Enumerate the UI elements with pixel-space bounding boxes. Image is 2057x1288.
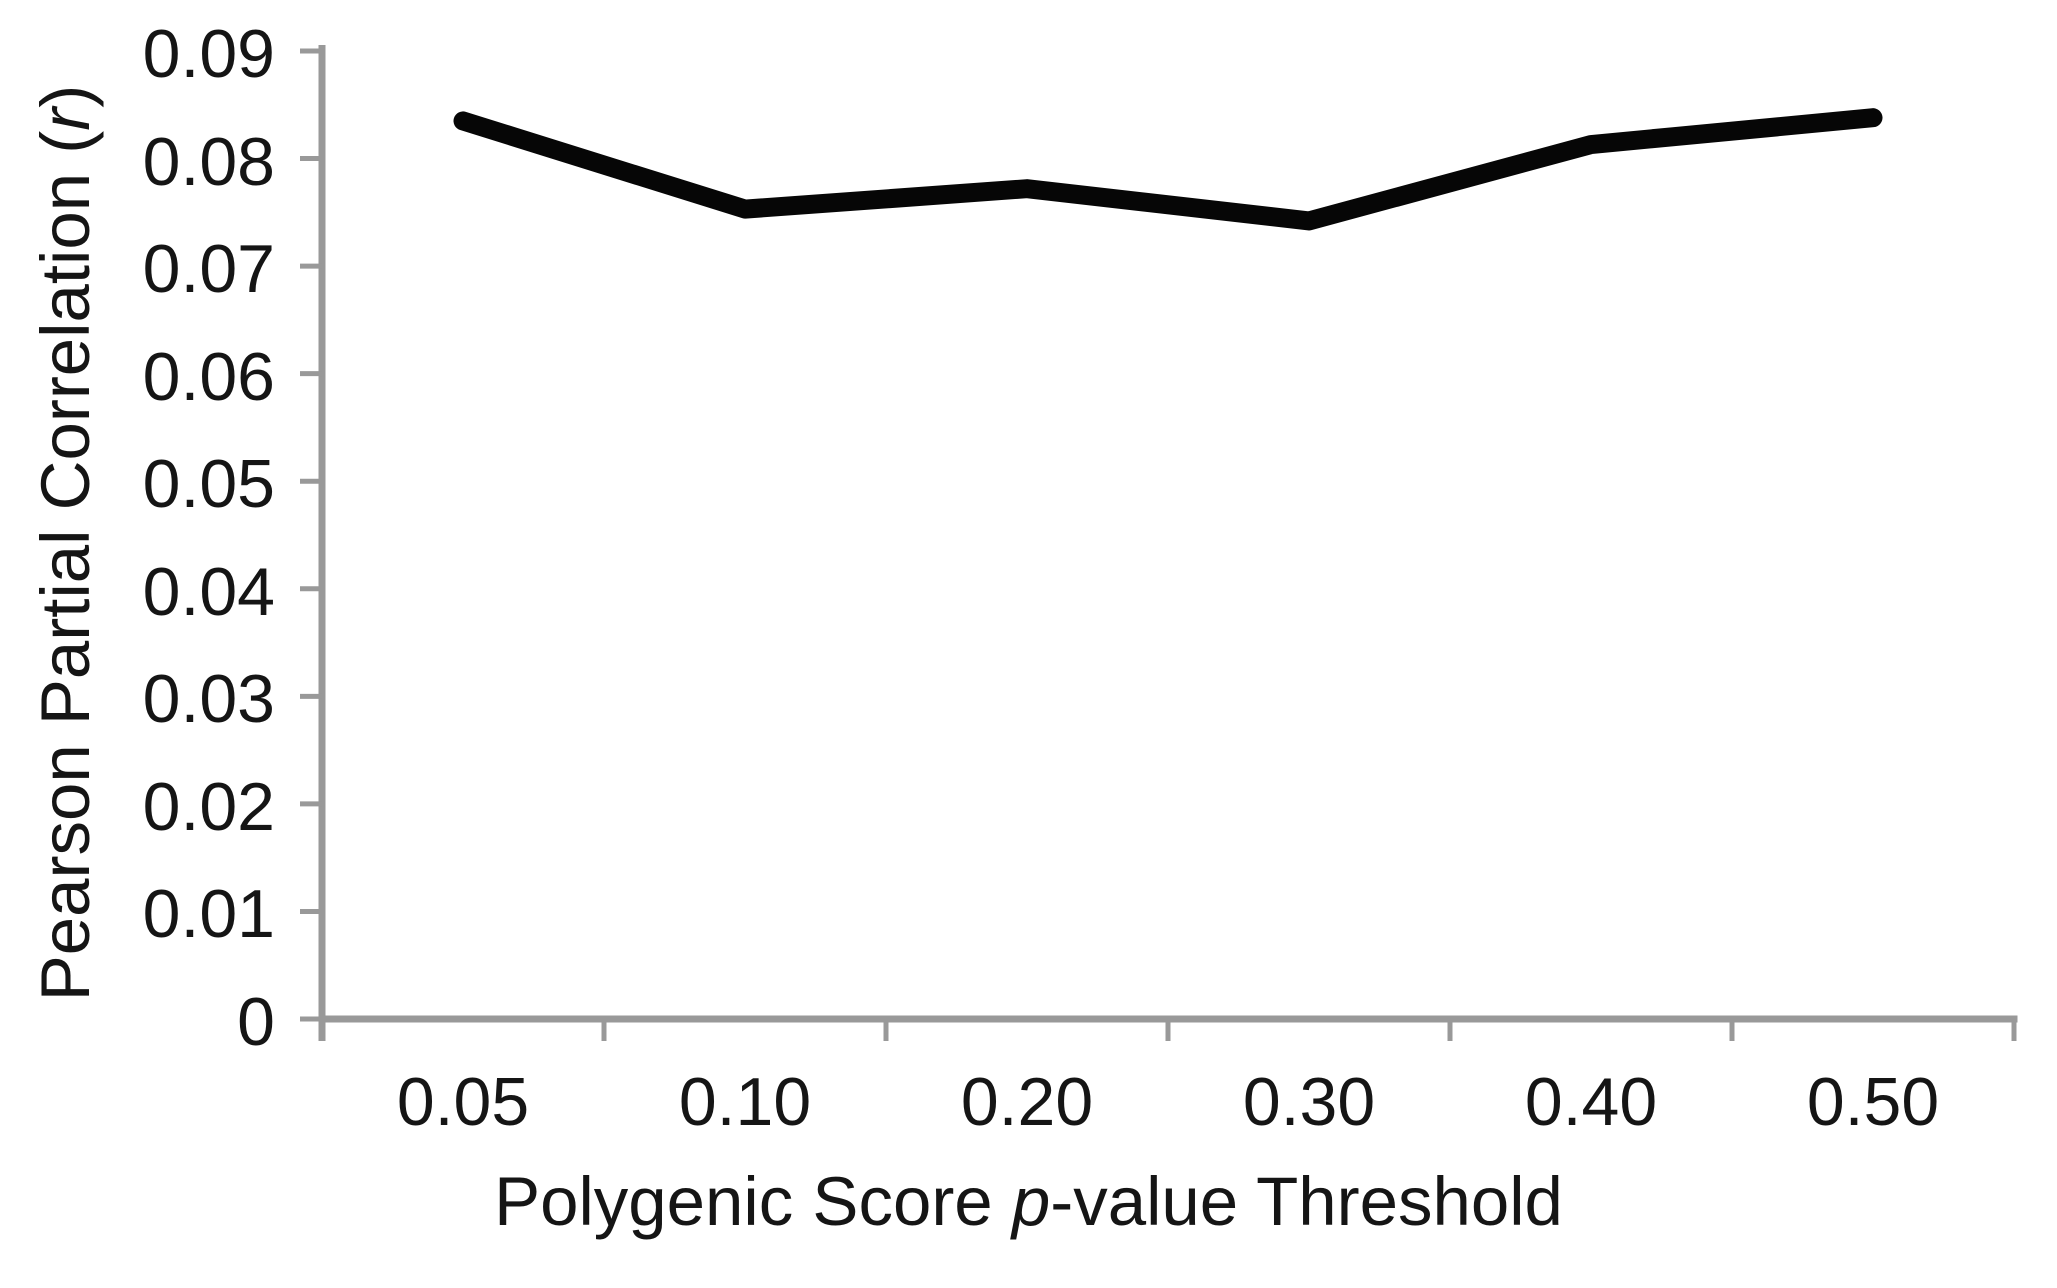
y-axis-tick-label: 0.05 (142, 446, 275, 523)
y-axis-tick-label: 0.07 (142, 231, 275, 308)
y-axis-tick-label: 0.08 (142, 123, 275, 200)
x-axis-title: Polygenic Score p-value Threshold (0, 1164, 2057, 1240)
y-axis-tick-label: 0.09 (142, 16, 275, 92)
x-axis-tick-label: 0.10 (678, 1064, 812, 1140)
y-axis-tick-label: 0.06 (142, 338, 275, 415)
y-axis-title-italic-r: r (27, 107, 104, 131)
x-axis-tick-label: 0.05 (396, 1064, 530, 1140)
x-axis-tick-label: 0.20 (960, 1064, 1094, 1140)
data-line-series (453, 108, 1883, 231)
y-axis-tick-label: 0.03 (142, 661, 275, 738)
y-axis-tick-label: 0 (237, 984, 275, 1060)
y-axis-title-suffix: ) (27, 84, 104, 108)
x-axis-title-suffix: -value Threshold (1050, 1163, 1563, 1240)
y-axis-title-text: Pearson Partial Correlation ( (27, 130, 104, 1002)
x-axis-title-text: Polygenic Score (494, 1163, 1012, 1240)
y-axis-tick-label: 0.04 (142, 553, 275, 630)
y-axis-tick-label: 0.01 (142, 876, 275, 953)
x-axis-tick-label: 0.40 (1524, 1064, 1658, 1140)
x-axis-tick-label: 0.30 (1242, 1064, 1376, 1140)
x-axis-title-italic-p: p (1011, 1163, 1051, 1240)
y-axis-title: Pearson Partial Correlation (r) (27, 84, 104, 1002)
x-axis-tick-label: 0.50 (1806, 1064, 1940, 1140)
y-axis-tick-label: 0.02 (142, 768, 275, 845)
